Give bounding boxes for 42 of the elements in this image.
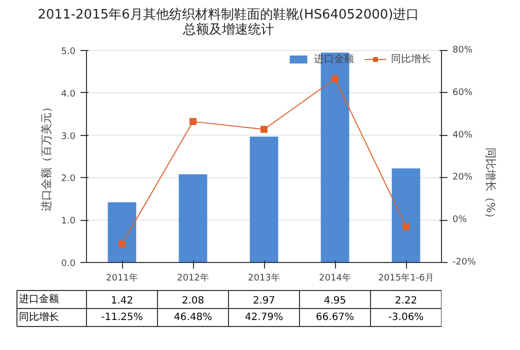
y2-tick-label: -20% <box>452 258 476 268</box>
chart-title: 2011-2015年6月其他纺织材料制鞋面的鞋靴(HS64052000)进口总额及增速统计 <box>38 8 420 38</box>
bar <box>250 136 278 262</box>
data-label: 4.95 <box>324 296 346 306</box>
y-tick-label: 0.0 <box>61 259 76 269</box>
bar <box>108 202 136 262</box>
x-tick-label: 2013年 <box>248 272 280 284</box>
data-label: -3.06% <box>388 312 424 323</box>
y2-tick-label: 20% <box>452 172 473 183</box>
text: 同比增长 <box>19 312 60 323</box>
data-label: 2.22 <box>394 296 418 306</box>
data-label: 1.42 <box>110 296 134 306</box>
point <box>332 75 338 82</box>
bar <box>178 174 208 262</box>
data-label: 66.67% <box>316 312 354 323</box>
data-label: 46.48% <box>174 312 212 323</box>
y-tick-label: 4.0 <box>61 89 76 100</box>
y-tick-label: 5.0 <box>61 47 76 57</box>
x-tick-label: 2014年 <box>319 272 351 284</box>
data-label: 2.97 <box>252 296 276 306</box>
y-tick-label: 3.0 <box>61 132 76 142</box>
x-tick-label: 2015年1-6月 <box>378 272 434 284</box>
y-tick-label: 1.0 <box>61 216 76 227</box>
text: 进口金额 <box>19 294 60 305</box>
y2-tick-label: 0% <box>452 215 468 226</box>
point <box>260 126 268 133</box>
x-tick-label: 2011年 <box>106 272 138 284</box>
point <box>402 223 410 230</box>
data-label: 2.08 <box>182 296 204 306</box>
y2-tick-label: 80% <box>452 46 473 56</box>
y2-tick-label: 40% <box>452 130 473 140</box>
y2-tick-label: 60% <box>452 88 473 98</box>
legend-label: 同比增长 <box>391 52 431 66</box>
bar <box>392 168 420 262</box>
data-label: -11.25% <box>101 312 143 323</box>
point <box>190 118 196 126</box>
point <box>118 240 126 248</box>
y2-axis-title: 同比增长（%） <box>484 147 497 224</box>
data-label: 42.79% <box>244 312 284 323</box>
y-tick-label: 2.0 <box>61 174 76 184</box>
y-axis-title: 进口金额（百万美元） <box>40 102 54 212</box>
x-tick-label: 2012年 <box>177 272 209 284</box>
